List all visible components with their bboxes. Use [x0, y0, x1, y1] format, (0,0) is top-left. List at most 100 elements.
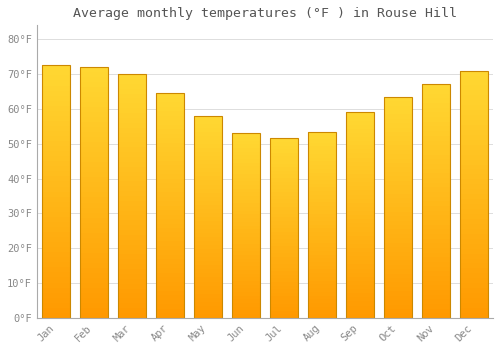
Bar	[422, 220, 450, 224]
Bar	[346, 149, 374, 153]
Bar	[308, 176, 336, 180]
Bar	[346, 117, 374, 121]
Bar	[384, 159, 411, 163]
Bar	[156, 291, 184, 295]
Bar	[118, 128, 146, 133]
Bar	[118, 118, 146, 123]
Bar	[422, 243, 450, 248]
Bar	[118, 269, 146, 274]
Bar	[156, 170, 184, 174]
Bar	[80, 212, 108, 218]
Bar	[42, 141, 70, 146]
Bar	[42, 272, 70, 278]
Bar	[384, 265, 411, 269]
Bar	[460, 244, 487, 248]
Bar	[80, 132, 108, 137]
Bar	[270, 314, 297, 318]
Bar	[194, 310, 222, 314]
Bar	[270, 214, 297, 217]
Bar	[80, 258, 108, 263]
Bar	[232, 292, 260, 296]
Bar	[308, 266, 336, 270]
Bar	[42, 217, 70, 222]
Bar	[232, 163, 260, 167]
Bar	[156, 219, 184, 224]
Bar	[118, 142, 146, 147]
Bar	[346, 195, 374, 199]
Bar	[346, 314, 374, 318]
Bar	[156, 215, 184, 219]
Bar	[346, 174, 374, 178]
Bar	[80, 72, 108, 77]
Bar	[460, 313, 487, 318]
Bar	[346, 158, 374, 162]
Bar	[42, 76, 70, 80]
Bar	[422, 140, 450, 145]
Bar	[270, 293, 297, 296]
Bar	[194, 265, 222, 270]
Bar	[346, 129, 374, 133]
Bar	[42, 282, 70, 288]
Bar	[232, 240, 260, 244]
Bar	[42, 121, 70, 126]
Bar	[118, 74, 146, 79]
Bar	[194, 164, 222, 168]
Bar	[232, 207, 260, 211]
Bar	[384, 287, 411, 291]
Bar	[156, 197, 184, 201]
Bar	[422, 238, 450, 243]
Bar	[194, 245, 222, 249]
Bar	[232, 141, 260, 144]
Bar	[346, 244, 374, 248]
Bar	[232, 307, 260, 310]
Bar	[232, 203, 260, 207]
Bar	[422, 126, 450, 131]
Bar	[308, 169, 336, 173]
Bar	[80, 218, 108, 223]
Bar	[346, 236, 374, 240]
Bar	[80, 122, 108, 127]
Bar	[270, 221, 297, 225]
Bar	[460, 71, 487, 318]
Bar	[346, 199, 374, 203]
Bar	[270, 257, 297, 260]
Bar	[384, 203, 411, 207]
Bar	[156, 138, 184, 143]
Bar	[384, 269, 411, 274]
Bar	[308, 187, 336, 191]
Bar	[156, 251, 184, 255]
Bar	[460, 115, 487, 120]
Bar	[346, 145, 374, 149]
Bar	[422, 196, 450, 201]
Bar	[384, 163, 411, 167]
Bar	[422, 187, 450, 192]
Bar	[80, 197, 108, 203]
Bar	[270, 303, 297, 307]
Bar	[346, 162, 374, 166]
Bar	[270, 206, 297, 210]
Bar	[346, 203, 374, 207]
Bar	[422, 94, 450, 98]
Bar	[460, 150, 487, 155]
Bar	[460, 268, 487, 273]
Bar	[460, 120, 487, 125]
Bar	[156, 278, 184, 282]
Bar	[308, 240, 336, 243]
Bar	[308, 214, 336, 217]
Bar	[384, 278, 411, 282]
Bar	[308, 143, 336, 146]
Bar	[460, 145, 487, 150]
Bar	[308, 258, 336, 262]
Bar	[270, 225, 297, 228]
Bar	[346, 265, 374, 268]
Bar	[42, 242, 70, 247]
Bar	[346, 248, 374, 252]
Bar	[422, 178, 450, 182]
Bar	[384, 212, 411, 216]
Bar	[384, 172, 411, 176]
Bar	[346, 121, 374, 125]
Bar	[156, 309, 184, 313]
Bar	[460, 209, 487, 214]
Bar	[80, 77, 108, 82]
Bar	[346, 186, 374, 190]
